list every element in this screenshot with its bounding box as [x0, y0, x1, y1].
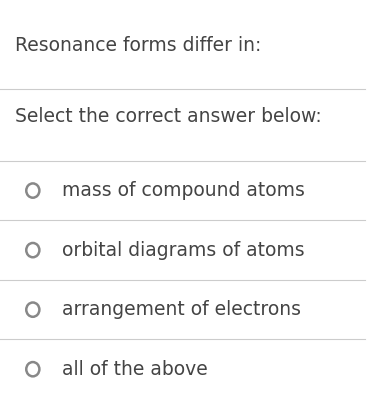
Text: orbital diagrams of atoms: orbital diagrams of atoms — [62, 241, 305, 260]
Text: arrangement of electrons: arrangement of electrons — [62, 300, 301, 319]
Text: all of the above: all of the above — [62, 360, 208, 379]
Text: Resonance forms differ in:: Resonance forms differ in: — [15, 36, 261, 55]
Text: mass of compound atoms: mass of compound atoms — [62, 181, 305, 200]
Text: Select the correct answer below:: Select the correct answer below: — [15, 107, 321, 126]
